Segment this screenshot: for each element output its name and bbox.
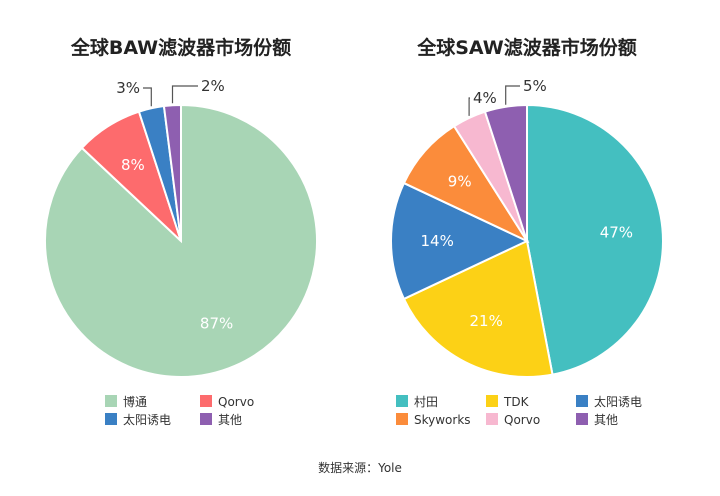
saw-label-skyworks: 9% xyxy=(448,173,472,191)
baw-chart-title: 全球BAW滤波器市场份额 xyxy=(70,36,291,59)
saw-leader-others xyxy=(505,85,520,105)
baw-legend-label-qorvo: Qorvo xyxy=(218,395,254,409)
saw-legend-swatch-skyworks xyxy=(396,413,408,425)
baw-legend-label-broadcom: 博通 xyxy=(123,394,147,409)
baw-label-qorvo: 8% xyxy=(121,156,145,174)
saw-legend-label-taiyo-yuden: 太阳诱电 xyxy=(594,394,642,409)
baw-pie: 87% 8% 3% 2% xyxy=(44,77,318,378)
saw-slice-murata xyxy=(526,103,664,376)
data-source: 数据来源：Yole xyxy=(318,460,402,475)
saw-label-qorvo: 4% xyxy=(473,89,497,107)
saw-legend-swatch-taiyo-yuden xyxy=(576,395,588,407)
saw-legend: 村田 TDK 太阳诱电 Skyworks Qorvo 其他 xyxy=(396,394,642,427)
baw-leader-others xyxy=(171,85,198,104)
saw-legend-swatch-tdk xyxy=(486,395,498,407)
baw-legend-label-taiyo-yuden: 太阳诱电 xyxy=(123,412,171,427)
saw-legend-swatch-others xyxy=(576,413,588,425)
saw-leader-qorvo xyxy=(468,97,470,116)
baw-slice-others xyxy=(162,103,182,242)
baw-legend-swatch-taiyo-yuden xyxy=(105,413,117,425)
saw-legend-label-tdk: TDK xyxy=(503,395,530,409)
baw-legend: 博通 Qorvo 太阳诱电 其他 xyxy=(105,394,254,427)
baw-legend-label-others: 其他 xyxy=(218,413,242,427)
saw-legend-label-qorvo: Qorvo xyxy=(504,413,540,427)
saw-label-others: 5% xyxy=(523,77,547,95)
saw-legend-label-skyworks: Skyworks xyxy=(414,413,471,427)
saw-legend-swatch-murata xyxy=(396,395,408,407)
baw-label-broadcom: 87% xyxy=(200,314,233,332)
saw-slice-taiyo-yuden xyxy=(390,181,530,301)
saw-label-tdk: 21% xyxy=(470,312,503,330)
saw-slice-tdk xyxy=(402,239,554,378)
baw-leader-taiyo-yuden xyxy=(143,87,152,107)
saw-pie: 47% 21% 14% 9% 4% 5% xyxy=(390,77,664,378)
saw-chart-title: 全球SAW滤波器市场份额 xyxy=(416,36,637,59)
baw-legend-swatch-broadcom xyxy=(105,395,117,407)
baw-label-taiyo-yuden: 3% xyxy=(116,79,140,97)
baw-legend-swatch-others xyxy=(200,413,212,425)
saw-legend-label-murata: 村田 xyxy=(414,395,438,409)
baw-label-others: 2% xyxy=(201,77,225,95)
saw-slice-others xyxy=(483,103,528,242)
saw-legend-label-others: 其他 xyxy=(594,413,618,427)
saw-label-murata: 47% xyxy=(600,224,633,242)
baw-legend-swatch-qorvo xyxy=(200,395,212,407)
saw-legend-swatch-qorvo xyxy=(486,413,498,425)
saw-label-taiyo-yuden: 14% xyxy=(421,232,454,250)
